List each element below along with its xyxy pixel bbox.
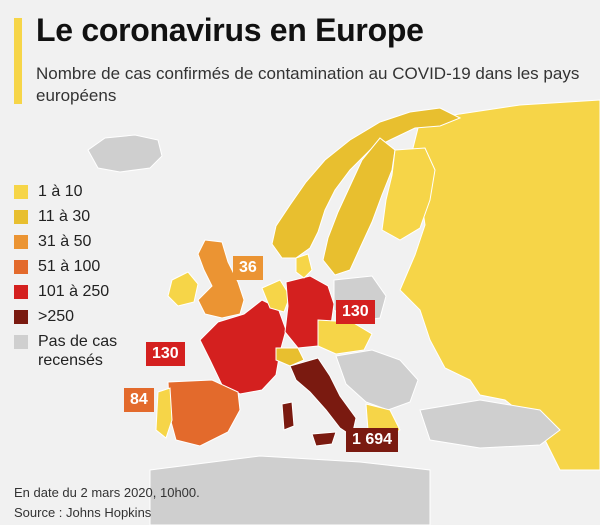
legend-swatch [14,235,28,249]
legend-swatch [14,185,28,199]
region-balkans [335,349,419,411]
legend-label: 101 à 250 [38,283,110,300]
callout-spain: 84 [124,388,154,412]
footer-source: Source : Johns Hopkins [14,505,152,520]
legend-item: 51 à 100 [14,257,148,282]
legend-label: 1 à 10 [38,183,83,200]
region-north-africa [149,455,431,525]
legend-swatch [14,285,28,299]
region-denmark [295,253,313,279]
region-norway [271,107,462,259]
region-sweden [322,137,396,276]
page-subtitle: Nombre de cas confirmés de contamination… [36,64,580,105]
region-france [199,299,287,395]
region-benelux [261,279,291,313]
callout-france: 130 [146,342,185,366]
legend-swatch [14,260,28,274]
legend-swatch [14,335,28,349]
legend-item: 31 à 50 [14,232,148,257]
region-central [317,319,373,355]
region-iceland [87,134,163,173]
legend-swatch [14,210,28,224]
legend-label: 11 à 30 [38,208,91,225]
legend-item: 11 à 30 [14,207,148,232]
legend-label: 51 à 100 [38,258,101,275]
region-sicily [311,431,337,447]
region-finland [381,147,436,241]
legend: 1 à 10 11 à 30 31 à 50 51 à 100 101 à 25… [14,182,148,369]
callout-italy: 1 694 [346,428,399,452]
legend-swatch [14,310,28,324]
legend-item: >250 [14,307,148,332]
region-portugal [155,387,173,439]
footer-date: En date du 2 mars 2020, 10h00. [14,485,200,500]
legend-label: 31 à 50 [38,233,92,250]
legend-label: >250 [38,308,75,325]
footer: En date du 2 mars 2020, 10h00. Source : … [14,483,200,523]
region-sardinia [281,401,295,431]
region-russia [399,99,600,471]
callout-value: 1 694 [352,431,393,448]
callout-uk: 36 [233,256,263,280]
region-switzerland [275,347,305,367]
page-title: Le coronavirus en Europe [36,12,424,48]
region-ireland [167,271,199,307]
callout-value: 130 [342,303,369,320]
callout-value: 84 [130,391,148,408]
region-spain [167,379,241,447]
callout-value: 130 [152,345,179,362]
callout-germany: 130 [336,300,375,324]
region-turkey [419,399,561,449]
legend-item: Pas de cas recensés [14,332,148,369]
legend-item: 101 à 250 [14,282,148,307]
accent-bar [14,18,22,104]
callout-value: 36 [239,259,257,276]
region-uk [197,239,245,319]
legend-label: Pas de cas recensés [38,333,118,369]
legend-item: 1 à 10 [14,182,148,207]
